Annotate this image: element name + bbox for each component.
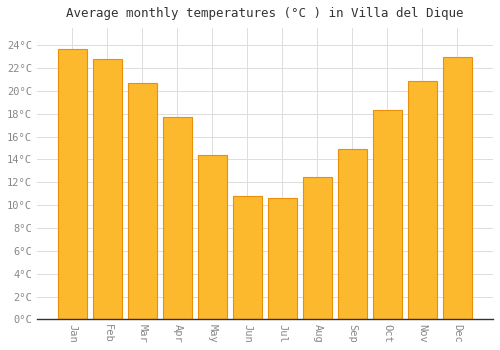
Bar — [372, 110, 402, 320]
Bar — [92, 59, 122, 320]
Bar — [232, 196, 262, 320]
Bar — [162, 117, 192, 320]
Bar — [302, 177, 332, 320]
Bar — [58, 49, 88, 320]
Bar — [128, 83, 158, 320]
Bar — [198, 155, 228, 320]
Title: Average monthly temperatures (°C ) in Villa del Dique: Average monthly temperatures (°C ) in Vi… — [66, 7, 464, 20]
Bar — [268, 198, 298, 320]
Bar — [408, 80, 438, 320]
Bar — [442, 57, 472, 320]
Bar — [338, 149, 368, 320]
